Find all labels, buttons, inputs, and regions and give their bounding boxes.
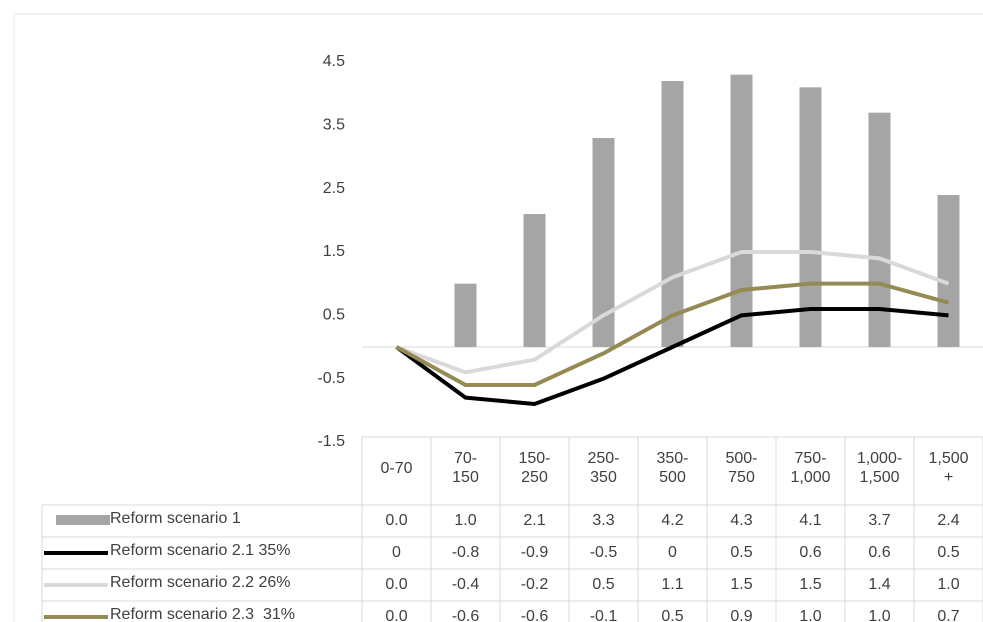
y-tick-label: 2.5 <box>323 180 345 197</box>
bar <box>868 112 891 348</box>
table-value: 0.9 <box>730 608 753 622</box>
category-label: 1,500 + <box>928 450 969 486</box>
table-value: 1.1 <box>661 576 684 593</box>
table-value: 0.0 <box>385 512 408 529</box>
table-value: 2.1 <box>523 512 546 529</box>
table-value: -0.6 <box>451 608 480 622</box>
category-label: 0-70 <box>380 460 413 477</box>
table-value: 0.6 <box>868 544 891 561</box>
line <box>395 307 949 406</box>
table-value: -0.9 <box>520 544 549 561</box>
category-label: 500- 750 <box>725 450 758 486</box>
table-value: 0.5 <box>937 544 960 561</box>
line <box>395 250 950 375</box>
y-tick-label: -1.5 <box>317 433 345 450</box>
table-value: 2.4 <box>937 512 960 529</box>
bar <box>523 214 546 347</box>
legend-key <box>56 515 110 525</box>
table-value: 0.0 <box>385 576 408 593</box>
table-value: 1.5 <box>799 576 822 593</box>
legend-label: Reform scenario 2.2 26% <box>110 574 291 591</box>
bar <box>454 283 477 347</box>
category-label: 1,000- 1,500 <box>856 450 903 486</box>
table-value: 1.5 <box>730 576 753 593</box>
table-value: 1.0 <box>937 576 960 593</box>
bar <box>661 81 684 347</box>
table-value: 0.7 <box>937 608 960 622</box>
table-value: 3.3 <box>592 512 615 529</box>
table-value: 0.5 <box>730 544 753 561</box>
category-label: 350- 500 <box>656 450 689 486</box>
y-tick-label: 0.5 <box>323 307 345 324</box>
category-label: 150- 250 <box>518 450 551 486</box>
table-value: 0.5 <box>592 576 615 593</box>
legend-label: Reform scenario 2.3 31% <box>110 606 295 622</box>
table-value: -0.1 <box>589 608 618 622</box>
category-label: 750- 1,000 <box>790 450 831 486</box>
table-value: 0 <box>668 544 677 561</box>
table-value: 0.6 <box>799 544 822 561</box>
table-value: 4.2 <box>661 512 684 529</box>
legend-label: Reform scenario 1 <box>110 510 241 527</box>
category-label: 250- 350 <box>587 450 620 486</box>
table-value: -0.5 <box>589 544 618 561</box>
table-value: 1.4 <box>868 576 891 593</box>
bar <box>730 74 753 348</box>
legend-label: Reform scenario 2.1 35% <box>110 542 291 559</box>
table-value: -0.4 <box>451 576 480 593</box>
table-value: -0.2 <box>520 576 549 593</box>
table-value: 1.0 <box>799 608 822 622</box>
table-value: 0 <box>392 544 401 561</box>
table-value: -0.8 <box>451 544 480 561</box>
table-value: 0.5 <box>661 608 684 622</box>
table-value: 4.1 <box>799 512 822 529</box>
y-tick-label: 3.5 <box>323 117 345 134</box>
table-value: 1.0 <box>454 512 477 529</box>
bar <box>592 138 615 347</box>
y-tick-label: 4.5 <box>323 53 345 70</box>
line <box>395 281 950 387</box>
y-tick-label: 1.5 <box>323 243 345 260</box>
table-value: 4.3 <box>730 512 753 529</box>
y-tick-label: -0.5 <box>317 370 345 387</box>
category-label: 70- 150 <box>452 450 479 486</box>
table-value: 1.0 <box>868 608 891 622</box>
table-value: 3.7 <box>868 512 891 529</box>
table-value: 0.0 <box>385 608 408 622</box>
table-value: -0.6 <box>520 608 549 622</box>
bar <box>937 195 960 347</box>
